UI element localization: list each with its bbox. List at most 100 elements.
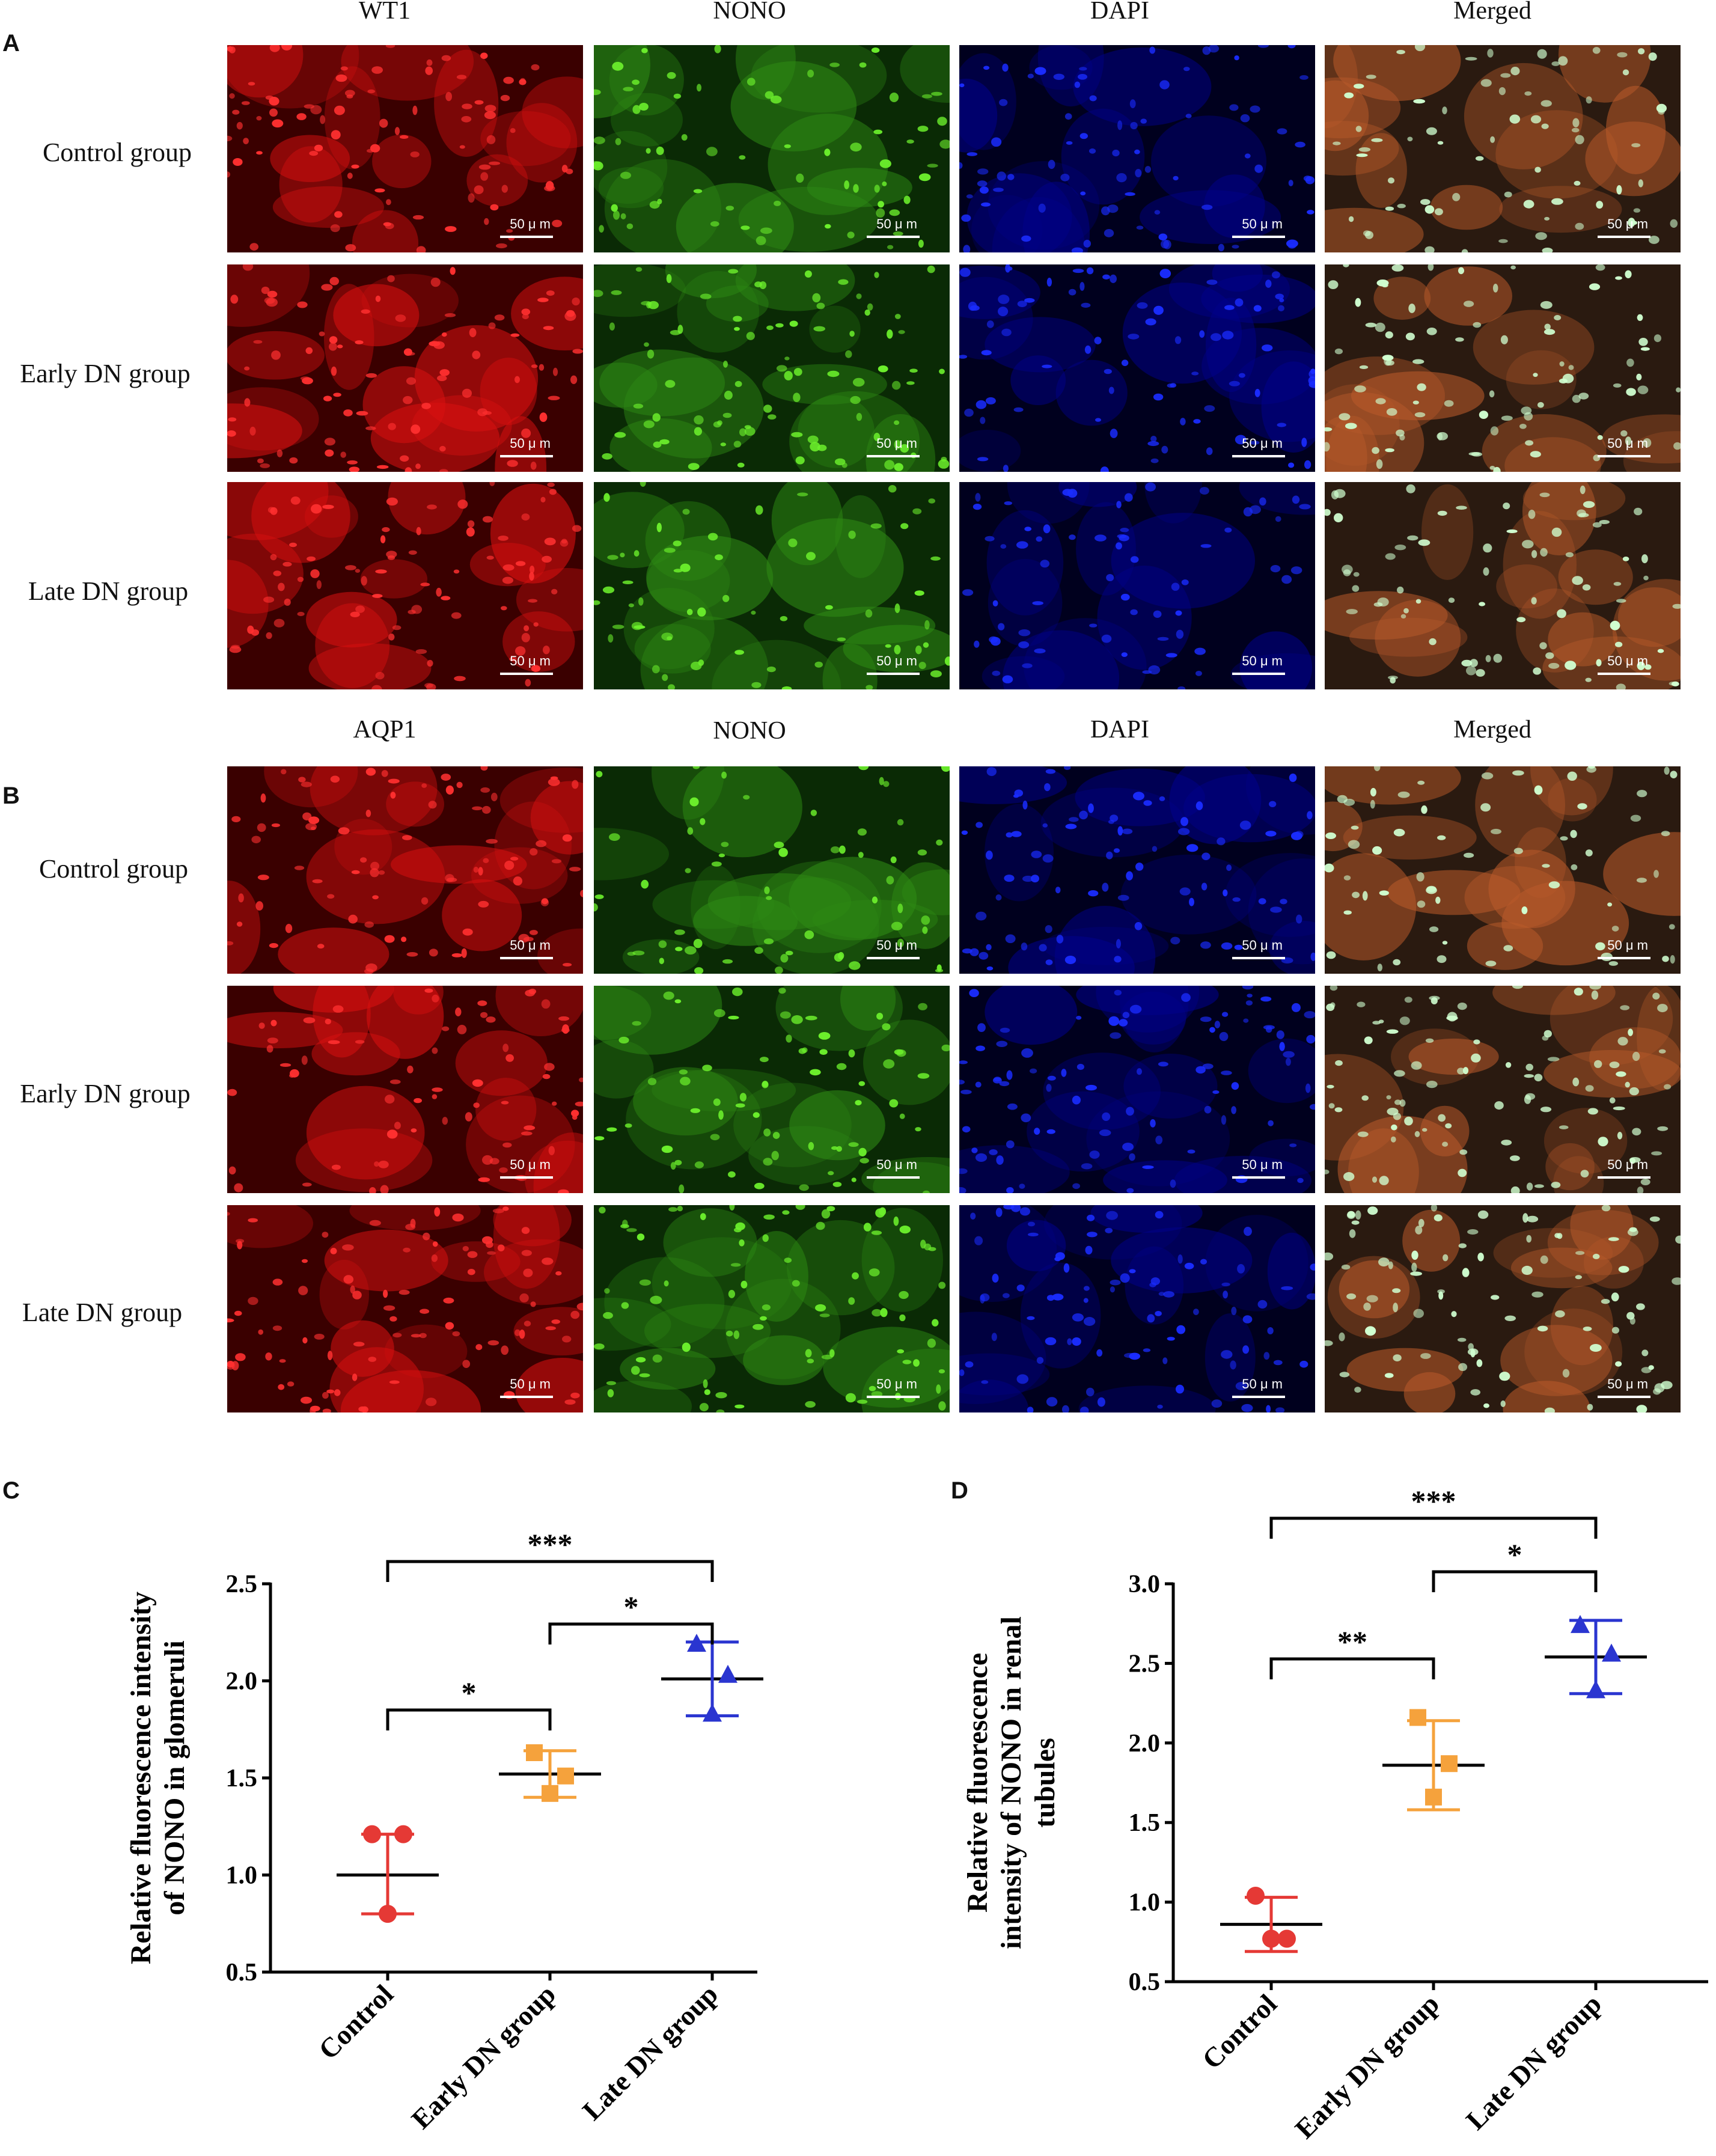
x-category-label: Late DN group [1460, 1988, 1607, 2136]
micrograph-a-blue: 50 μ m [959, 264, 1315, 472]
scale-bar-label: 50 μ m [876, 938, 917, 953]
panel-b-col-header: AQP1 [353, 716, 417, 744]
micrograph-a-merged: 50 μ m [1325, 482, 1681, 689]
scale-bar-label: 50 μ m [876, 216, 917, 231]
data-point [557, 1767, 574, 1785]
micrograph-b-red: 50 μ m [227, 1205, 583, 1412]
micrograph-b-green: 50 μ m [594, 1205, 950, 1412]
x-category-label: Early DN group [1289, 1988, 1446, 2145]
micrograph-a-red: 50 μ m [227, 482, 583, 689]
micrograph-b-red: 50 μ m [227, 766, 583, 974]
panel-b-letter: B [2, 783, 20, 809]
significance-bracket [1432, 1570, 1598, 1592]
scale-bar [1598, 1396, 1650, 1398]
scale-bar [867, 1396, 920, 1398]
micrograph-a-green: 50 μ m [594, 45, 950, 252]
micrograph-b-green: 50 μ m [594, 766, 950, 974]
scale-bar [1232, 455, 1285, 457]
y-tick-label: 3.0 [1129, 1571, 1161, 1598]
chart-d-renal-tubules: 0.5 1.0 1.5 2.0 2.5 3.0 Control Early DN group L… [962, 1484, 1708, 2145]
micrograph-b-red: 50 μ m [227, 986, 583, 1193]
scale-bar-label: 50 μ m [510, 1376, 551, 1391]
scale-bar-label: 50 μ m [1242, 436, 1283, 451]
scale-bar-label: 50 μ m [510, 1157, 551, 1172]
data-point [394, 1825, 412, 1843]
micrograph-a-blue: 50 μ m [959, 482, 1315, 689]
panel-a-row-label: Control group [42, 138, 192, 167]
scale-bar [500, 1176, 553, 1179]
scale-bar-label: 50 μ m [510, 938, 551, 953]
y-axis-label: of NONO in glomeruli [159, 1640, 191, 1915]
y-tick-label: 2.5 [226, 1571, 258, 1598]
micrograph-a-red: 50 μ m [227, 264, 583, 472]
scale-bar-label: 50 μ m [876, 653, 917, 668]
y-axis-label: intensity of NONO in renal [995, 1616, 1027, 1949]
panel-b-col-header: DAPI [1090, 716, 1149, 744]
scale-bar [500, 455, 553, 457]
panel-a-col-header: Merged [1453, 0, 1531, 25]
chart-c-glomeruli: 0.5 1.0 1.5 2.0 2.5 Control Early DN group Late… [125, 1527, 763, 2135]
significance-label: ** [1337, 1625, 1367, 1658]
scale-bar-label: 50 μ m [1242, 653, 1283, 668]
data-point [1262, 1929, 1280, 1948]
scale-bar [1598, 957, 1650, 959]
panel-b-row-label: Late DN group [22, 1298, 183, 1327]
panel-b-col-header: Merged [1453, 716, 1531, 744]
significance-label: *** [1411, 1484, 1456, 1518]
scale-bar [867, 673, 920, 675]
y-axis-label: Relative fluorescence intensity [125, 1592, 157, 1964]
panel-b-row-label: Early DN group [20, 1079, 191, 1108]
data-point [1425, 1788, 1442, 1806]
scale-bar [1232, 1176, 1285, 1179]
panel-a-col-header: NONO [713, 0, 786, 25]
panel-a-letter: A [2, 30, 20, 56]
scale-bar [500, 673, 553, 675]
scale-bar [1232, 673, 1285, 675]
scale-bar [500, 1396, 553, 1398]
significance-bracket [548, 1622, 714, 1644]
scale-bar-label: 50 μ m [1242, 1376, 1283, 1391]
scale-bar [867, 455, 920, 457]
significance-bracket [386, 1708, 552, 1730]
significance-bracket [1269, 1657, 1435, 1679]
data-point [1441, 1755, 1458, 1773]
micrograph-b-merged: 50 μ m [1325, 1205, 1681, 1412]
x-category-label: Control [313, 1979, 399, 2065]
scale-bar-label: 50 μ m [1242, 1157, 1283, 1172]
scale-bar [1232, 1396, 1285, 1398]
data-point [1409, 1709, 1426, 1726]
scale-bar-label: 50 μ m [510, 436, 551, 451]
scale-bar [1598, 455, 1650, 457]
data-point [718, 1664, 737, 1683]
y-axis-label: tubules [1029, 1738, 1061, 1827]
data-point [1602, 1643, 1621, 1662]
scale-bar [1232, 957, 1285, 959]
scale-bar [1598, 1176, 1650, 1179]
micrograph-a-merged: 50 μ m [1325, 264, 1681, 472]
scale-bar [867, 957, 920, 959]
panel-b-row-label: Control group [38, 854, 189, 884]
significance-label: * [624, 1590, 639, 1623]
scale-bar [867, 1176, 920, 1179]
data-point [542, 1785, 558, 1802]
scale-bar-label: 50 μ m [1607, 216, 1648, 231]
micrograph-b-merged: 50 μ m [1325, 986, 1681, 1193]
scale-bar [500, 236, 553, 238]
data-point [687, 1634, 706, 1652]
y-axis-label: Relative fluorescence [962, 1653, 994, 1913]
scale-bar-label: 50 μ m [876, 436, 917, 451]
panel-a-row-label: Early DN group [20, 359, 191, 388]
scale-bar-label: 50 μ m [1607, 653, 1648, 668]
data-point [1586, 1680, 1605, 1699]
y-tick-label: 0.5 [1129, 1968, 1161, 1996]
panel-a-col-header: DAPI [1090, 0, 1149, 25]
scale-bar-label: 50 μ m [510, 653, 551, 668]
micrograph-b-merged: 50 μ m [1325, 766, 1681, 974]
data-point [379, 1905, 397, 1923]
micrograph-b-blue: 50 μ m [959, 1205, 1315, 1412]
scale-bar-label: 50 μ m [1242, 938, 1283, 953]
scale-bar-label: 50 μ m [1607, 1157, 1648, 1172]
significance-bracket [386, 1560, 714, 1582]
scale-bar [1232, 236, 1285, 238]
data-point [1278, 1929, 1296, 1948]
